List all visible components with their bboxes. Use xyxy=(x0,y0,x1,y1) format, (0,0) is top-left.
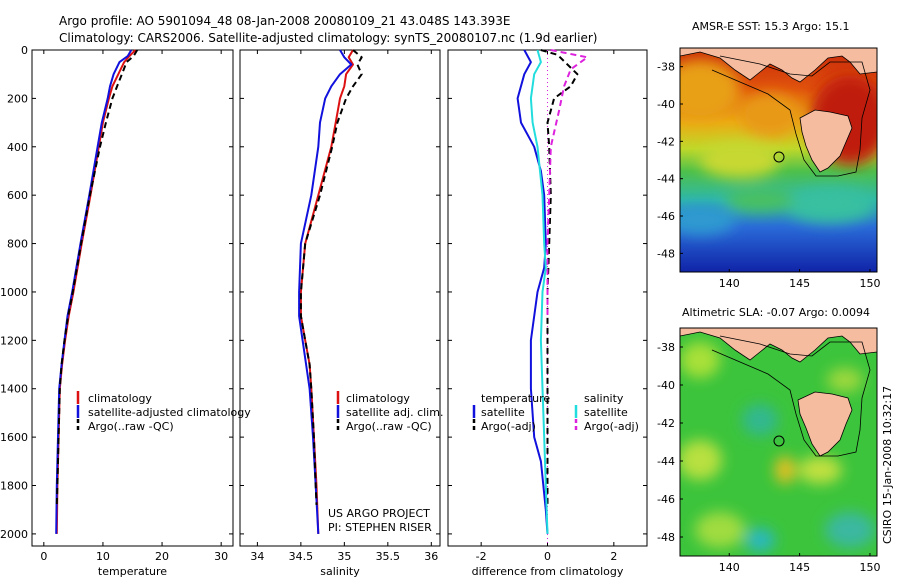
legend-header-salinity: salinity xyxy=(584,392,624,405)
sst-map-title: AMSR-E SST: 15.3 Argo: 15.1 xyxy=(692,20,850,33)
x-tick-label: 0 xyxy=(544,550,551,563)
y-tick-label: -42 xyxy=(657,135,675,148)
tasmania-landmass xyxy=(797,391,853,457)
legend-text: Argo(-adj) xyxy=(584,420,639,433)
pi-label: PI: STEPHEN RISER xyxy=(328,521,432,534)
y-tick-label: 1000 xyxy=(0,286,28,299)
temperature-legend: climatology satellite-adjusted climatolo… xyxy=(76,391,251,433)
y-tick-label: -48 xyxy=(657,247,675,260)
x-tick-label: 145 xyxy=(789,277,810,290)
argo-position-marker xyxy=(773,151,785,163)
legend-text: climatology xyxy=(88,392,152,405)
salinity-chart: 34 34.5 35 35.5 36 salinity xyxy=(239,49,441,578)
x-tick-label: 0 xyxy=(40,550,47,563)
series-line-argo-raw-qc- xyxy=(299,49,363,505)
salinity-legend: climatology satellite adj. clim. Argo(..… xyxy=(328,391,443,534)
y-tick-label: 600 xyxy=(7,189,28,202)
legend-text: Argo(..raw -QC) xyxy=(346,420,432,433)
plot-frame xyxy=(31,49,234,547)
x-tick-label: 2 xyxy=(610,550,617,563)
project-label: US ARGO PROJECT xyxy=(328,507,430,520)
y-tick-label: -46 xyxy=(657,493,675,506)
y-tick-label: -44 xyxy=(657,455,675,468)
x-axis-label: temperature xyxy=(98,565,167,578)
shelf-contour xyxy=(711,335,871,457)
y-tick-label: 0 xyxy=(21,44,28,57)
shelf-contour xyxy=(711,55,871,177)
figure-title-line2: Climatology: CARS2006. Satellite-adjuste… xyxy=(59,31,597,45)
x-tick-label: 150 xyxy=(859,561,880,574)
figure-title-line1: Argo profile: AO 5901094_48 08-Jan-2008 … xyxy=(59,14,511,28)
x-tick-label: 34 xyxy=(250,550,264,563)
y-tick-label: -48 xyxy=(657,531,675,544)
x-tick-label: 35.5 xyxy=(376,550,401,563)
series-line-satellite-adj-clim- xyxy=(298,49,353,534)
series-line-satellite xyxy=(516,49,549,534)
y-tick-label: -40 xyxy=(657,98,675,111)
sla-map-frame xyxy=(679,327,878,557)
x-tick-label: 150 xyxy=(859,277,880,290)
legend-text: Argo(..raw -QC) xyxy=(88,420,174,433)
australia-landmass xyxy=(680,48,877,83)
y-tick-label: -38 xyxy=(657,61,675,74)
x-tick-label: 10 xyxy=(96,550,110,563)
sla-map-axes: 140 145 150 -38 -40 -42 -44 -46 -48 xyxy=(657,341,880,574)
y-tick-label: -38 xyxy=(657,341,675,354)
legend-text: satellite adj. clim. xyxy=(346,406,443,419)
y-tick-label: 1400 xyxy=(0,383,28,396)
x-tick-label: 145 xyxy=(789,561,810,574)
y-tick-label: -44 xyxy=(657,173,675,186)
x-tick-label: 30 xyxy=(214,550,228,563)
difference-chart: -2 0 2 difference from climatology xyxy=(447,49,648,578)
x-tick-label: 140 xyxy=(719,561,740,574)
y-tick-label: 1200 xyxy=(0,334,28,347)
x-axis-label: salinity xyxy=(320,565,360,578)
temperature-chart: 0 10 20 30 0 200 400 600 800 1000 1200 1400 1600 1800… xyxy=(0,44,234,578)
y-tick-label: 1800 xyxy=(0,480,28,493)
difference-legend: temperature salinity satellite Argo(-adj… xyxy=(472,392,639,433)
australia-landmass xyxy=(680,328,877,363)
legend-text: satellite xyxy=(481,406,525,419)
tasmania-landmass xyxy=(799,109,853,173)
x-tick-label: 34.5 xyxy=(289,550,314,563)
y-tick-label: -46 xyxy=(657,210,675,223)
x-tick-label: -2 xyxy=(476,550,487,563)
x-axis-label: difference from climatology xyxy=(472,565,624,578)
y-tick-label: -40 xyxy=(657,379,675,392)
series-line-satellite xyxy=(529,49,549,534)
y-tick-label: -42 xyxy=(657,417,675,430)
x-tick-label: 20 xyxy=(155,550,169,563)
legend-text: Argo(-adj) xyxy=(481,420,536,433)
x-tick-label: 140 xyxy=(719,277,740,290)
legend-text: climatology xyxy=(346,392,410,405)
y-tick-label: 400 xyxy=(7,141,28,154)
sst-map-field xyxy=(680,48,877,272)
sla-map-title: Altimetric SLA: -0.07 Argo: 0.0094 xyxy=(682,306,870,319)
y-tick-label: 1600 xyxy=(0,431,28,444)
legend-text: satellite xyxy=(584,406,628,419)
argo-position-marker xyxy=(773,435,785,447)
y-tick-label: 800 xyxy=(7,238,28,251)
series-line-argo-adj- xyxy=(540,49,579,505)
sst-map-frame xyxy=(679,47,878,273)
sst-map-axes: 140 145 150 -38 -40 -42 -44 -46 -48 xyxy=(657,61,880,290)
x-tick-label: 36 xyxy=(424,550,438,563)
y-tick-label: 200 xyxy=(7,92,28,105)
csiro-timestamp: CSIRO 15-Jan-2008 10:32:17 xyxy=(881,386,894,544)
series-line-satellite-adjusted-climatology xyxy=(55,49,133,534)
legend-text: satellite-adjusted climatology xyxy=(88,406,251,419)
sla-map-field xyxy=(680,328,877,556)
plot-frame xyxy=(239,49,441,547)
x-tick-label: 35 xyxy=(337,550,351,563)
legend-header-temperature: temperature xyxy=(481,392,550,405)
y-tick-label: 2000 xyxy=(0,528,28,541)
